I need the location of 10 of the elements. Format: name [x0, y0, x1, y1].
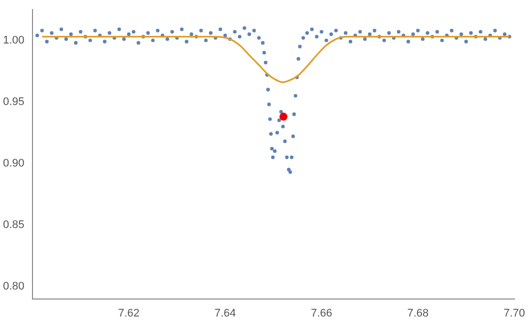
x-tick-label: 7.70	[504, 307, 526, 320]
x-tick-label: 7.68	[407, 307, 429, 320]
x-tick-label: 7.64	[214, 307, 236, 320]
y-tick-label: 0.95	[2, 96, 24, 108]
y-tick-label: 0.80	[2, 280, 24, 293]
y-tick-label: 0.85	[2, 218, 24, 231]
x-tick-label: 7.62	[118, 307, 140, 320]
y-tick-label: 1.00	[2, 34, 24, 46]
y-tick-label: 0.90	[2, 157, 24, 170]
x-tick-label: 7.66	[310, 307, 332, 320]
